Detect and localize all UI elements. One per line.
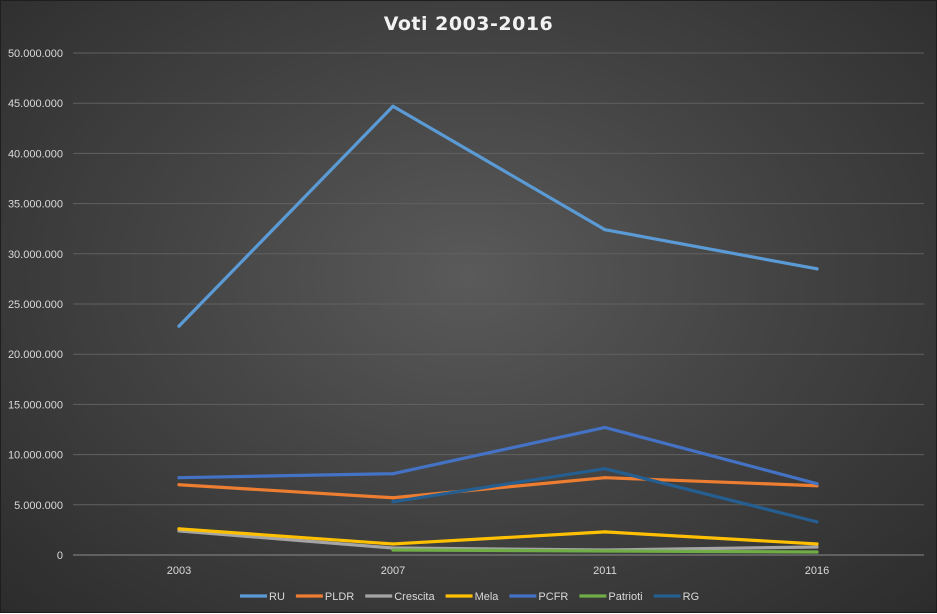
y-tick-label: 5.000.000 bbox=[14, 500, 63, 512]
legend-label: RU bbox=[269, 591, 285, 603]
data-point-patrioti bbox=[391, 548, 395, 552]
data-point-mela bbox=[815, 542, 819, 546]
data-point-rg bbox=[815, 520, 819, 524]
legend-item-crescita: Crescita bbox=[365, 591, 435, 603]
x-tick-label: 2011 bbox=[593, 565, 617, 577]
legend-item-mela: Mela bbox=[445, 591, 500, 603]
data-point-mela bbox=[603, 530, 607, 534]
legend: RU PLDR Crescita Mela PCFR Patrioti RG bbox=[240, 591, 699, 603]
legend-item-pldr: PLDR bbox=[295, 591, 354, 603]
legend-label: PLDR bbox=[325, 591, 354, 603]
data-point-pcfr bbox=[177, 476, 181, 480]
series-rg bbox=[391, 467, 819, 524]
legend-item-rg: RG bbox=[653, 591, 700, 603]
y-tick-label: 15.000.000 bbox=[8, 399, 63, 411]
y-tick-label: 40.000.000 bbox=[8, 148, 63, 160]
data-point-patrioti bbox=[603, 549, 607, 553]
legend-label: RG bbox=[683, 591, 700, 603]
x-tick-label: 2003 bbox=[167, 565, 191, 577]
series-mela bbox=[177, 527, 819, 546]
legend-item-pcfr: PCFR bbox=[509, 591, 568, 603]
data-point-pcfr bbox=[603, 425, 607, 430]
series-line-mela bbox=[177, 527, 819, 546]
series-line-pcfr bbox=[177, 425, 819, 486]
data-point-ru bbox=[391, 104, 395, 108]
series-pldr bbox=[177, 476, 819, 500]
data-point-mela bbox=[391, 542, 395, 546]
legend-label: Patrioti bbox=[608, 591, 642, 603]
data-point-rg bbox=[603, 467, 607, 471]
axis-layer: 0 5.000.000 10.000.000 15.000.000 20.000.000… bbox=[8, 48, 829, 577]
y-tick-label: 45.000.000 bbox=[8, 98, 63, 110]
data-point-ru bbox=[815, 267, 819, 271]
legend-label: PCFR bbox=[538, 591, 568, 603]
legend-label: Mela bbox=[475, 591, 500, 603]
data-point-rg bbox=[391, 500, 395, 504]
y-tick-label: 20.000.000 bbox=[8, 349, 63, 361]
y-tick-label: 25.000.000 bbox=[8, 299, 63, 311]
series-patrioti bbox=[391, 548, 819, 554]
legend-label: Crescita bbox=[394, 591, 435, 603]
data-point-pldr bbox=[391, 496, 395, 500]
data-point-pldr bbox=[603, 476, 607, 480]
series-ru bbox=[177, 104, 819, 328]
data-point-pcfr bbox=[815, 482, 819, 486]
legend-item-ru: RU bbox=[240, 591, 285, 603]
data-point-pcfr bbox=[391, 472, 395, 476]
series-layer bbox=[177, 104, 819, 554]
series-line-crescita bbox=[177, 529, 819, 552]
data-point-patrioti bbox=[815, 550, 819, 554]
chart-title: Voti 2003-2016 bbox=[383, 13, 554, 35]
y-tick-label: 30.000.000 bbox=[8, 249, 63, 261]
data-point-mela bbox=[177, 527, 181, 531]
y-tick-label: 50.000.000 bbox=[8, 48, 63, 60]
series-crescita bbox=[177, 529, 819, 552]
series-pcfr bbox=[177, 425, 819, 486]
y-tick-label: 35.000.000 bbox=[8, 199, 63, 211]
legend-item-patrioti: Patrioti bbox=[579, 591, 643, 603]
y-tick-label: 10.000.000 bbox=[8, 450, 63, 462]
grid-layer bbox=[73, 52, 924, 556]
data-point-pldr bbox=[177, 483, 181, 487]
data-point-ru bbox=[177, 324, 181, 328]
x-tick-label: 2016 bbox=[805, 565, 829, 577]
y-tick-label: 0 bbox=[57, 550, 63, 562]
x-tick-label: 2007 bbox=[381, 565, 405, 577]
series-line-ru bbox=[177, 104, 819, 328]
data-point-crescita bbox=[815, 545, 819, 549]
series-line-pldr bbox=[177, 476, 819, 500]
data-point-ru bbox=[603, 228, 607, 232]
